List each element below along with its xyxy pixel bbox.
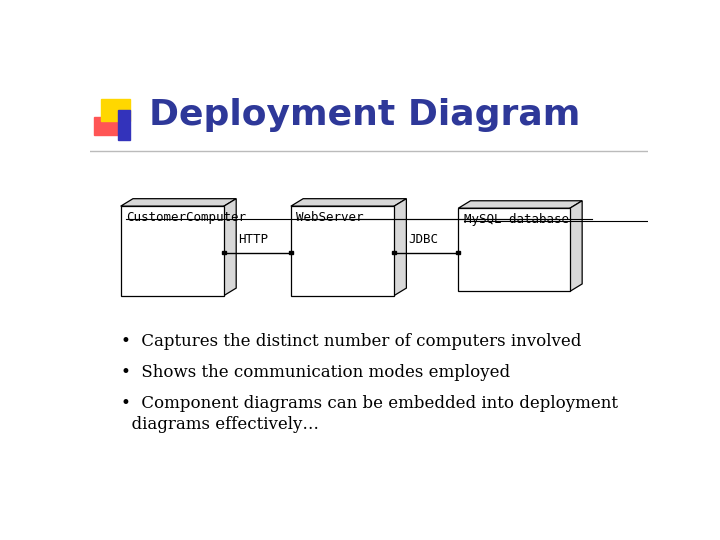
Bar bbox=[94, 117, 120, 134]
Bar bbox=[289, 251, 293, 254]
Bar bbox=[291, 206, 394, 295]
Polygon shape bbox=[224, 199, 236, 295]
Polygon shape bbox=[570, 201, 582, 292]
Bar bbox=[222, 251, 226, 254]
Bar bbox=[101, 99, 130, 121]
Polygon shape bbox=[394, 199, 406, 295]
Bar bbox=[118, 110, 130, 140]
Bar bbox=[456, 251, 460, 254]
Polygon shape bbox=[291, 199, 406, 206]
Text: •  Captures the distinct number of computers involved: • Captures the distinct number of comput… bbox=[121, 333, 581, 350]
Text: MySQL database: MySQL database bbox=[464, 213, 569, 226]
Text: Deployment Diagram: Deployment Diagram bbox=[148, 98, 580, 132]
Text: JDBC: JDBC bbox=[409, 233, 438, 246]
Text: CustomerComputer: CustomerComputer bbox=[126, 211, 246, 224]
Text: WebServer: WebServer bbox=[297, 211, 364, 224]
Text: •  Component diagrams can be embedded into deployment
  diagrams effectively…: • Component diagrams can be embedded int… bbox=[121, 395, 618, 433]
Polygon shape bbox=[459, 201, 582, 208]
Text: •  Shows the communication modes employed: • Shows the communication modes employed bbox=[121, 364, 510, 381]
Text: HTTP: HTTP bbox=[238, 233, 269, 246]
Polygon shape bbox=[121, 199, 236, 206]
Bar bbox=[121, 206, 224, 295]
Bar bbox=[392, 251, 396, 254]
Bar bbox=[459, 208, 570, 292]
